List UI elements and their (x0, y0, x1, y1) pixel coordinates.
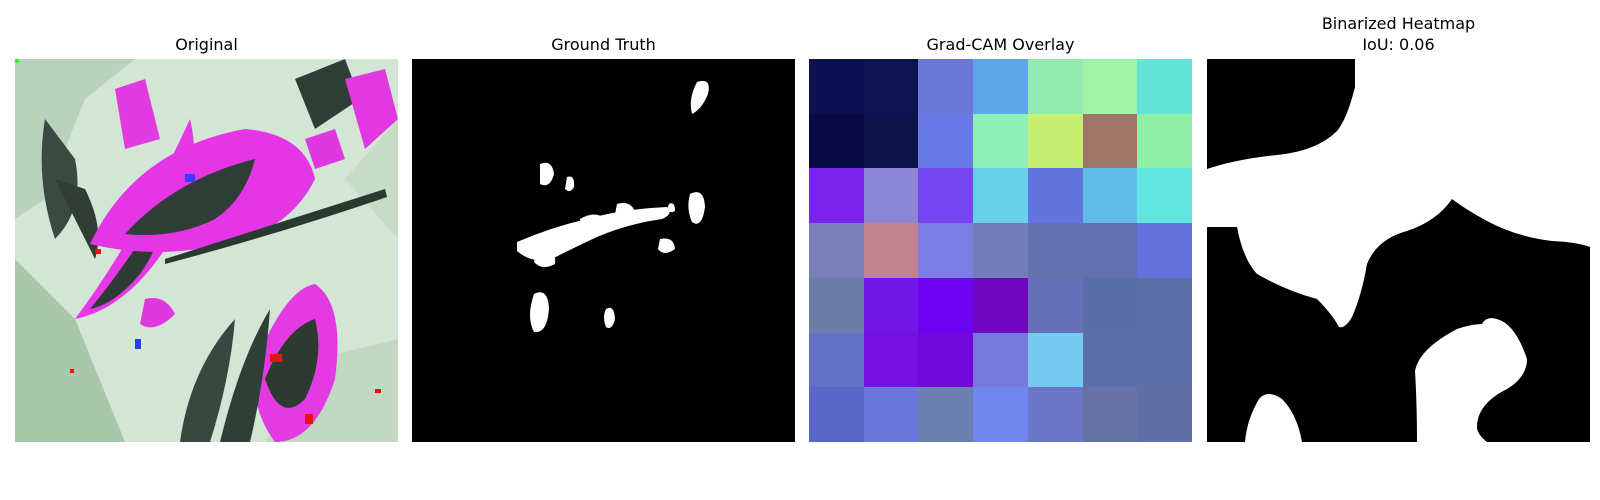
gradcam-cell (1137, 59, 1192, 114)
gradcam-cell (1082, 113, 1138, 169)
gradcam-title: Grad-CAM Overlay (926, 35, 1075, 54)
gradcam-cell (918, 277, 974, 333)
gradcam-cell (809, 332, 864, 388)
gradcam-grid (809, 59, 1192, 442)
gradcam-cell (918, 168, 974, 224)
ground-truth-panel: Ground Truth (412, 0, 795, 500)
gradcam-cell (863, 387, 919, 442)
gradcam-cell (1082, 277, 1138, 333)
gradcam-cell (1027, 59, 1083, 114)
gradcam-cell (918, 59, 974, 114)
gradcam-cell (973, 59, 1028, 114)
original-panel: Original (15, 0, 398, 500)
gradcam-cell (973, 387, 1028, 442)
gradcam-cell (1027, 387, 1083, 442)
gradcam-cell (809, 168, 864, 224)
gradcam-cell (863, 332, 919, 388)
gradcam-cell (1137, 332, 1192, 388)
gradcam-cell (1137, 113, 1192, 169)
gradcam-cell (1027, 223, 1083, 278)
gradcam-cell (973, 113, 1028, 169)
gradcam-overlay (809, 59, 1192, 442)
gradcam-cell (863, 223, 919, 278)
gradcam-cell (863, 59, 919, 114)
original-image (15, 59, 398, 442)
gradcam-cell (809, 387, 864, 442)
gradcam-cell (1027, 277, 1083, 333)
gradcam-cell (973, 332, 1028, 388)
gradcam-cell (1137, 277, 1192, 333)
gradcam-cell (973, 277, 1028, 333)
ground-truth-title: Ground Truth (551, 35, 656, 54)
iou-label: IoU: 0.06 (1362, 35, 1435, 54)
gradcam-cell (1082, 223, 1138, 278)
gradcam-cell (809, 113, 864, 169)
gradcam-cell (809, 59, 864, 114)
gradcam-cell (918, 387, 974, 442)
gradcam-cell (1027, 113, 1083, 169)
gradcam-cell (1137, 387, 1192, 442)
gradcam-cell (918, 223, 974, 278)
gradcam-cell (1137, 168, 1192, 224)
gradcam-cell (918, 332, 974, 388)
gradcam-cell (809, 223, 864, 278)
gradcam-cell (1082, 168, 1138, 224)
ground-truth-mask (412, 59, 795, 442)
binarized-mask (1207, 59, 1590, 442)
binarized-panel: Binarized Heatmap IoU: 0.06 (1207, 0, 1590, 500)
gradcam-cell (863, 277, 919, 333)
gradcam-cell (1137, 223, 1192, 278)
gradcam-cell (863, 113, 919, 169)
gradcam-cell (1027, 168, 1083, 224)
gradcam-panel: Grad-CAM Overlay (809, 0, 1192, 500)
gradcam-cell (918, 113, 974, 169)
gradcam-cell (809, 277, 864, 333)
gradcam-cell (1082, 59, 1138, 114)
gradcam-cell (973, 223, 1028, 278)
gradcam-cell (1082, 387, 1138, 442)
original-title: Original (175, 35, 238, 54)
gradcam-cell (1027, 332, 1083, 388)
gradcam-cell (973, 168, 1028, 224)
gradcam-cell (1082, 332, 1138, 388)
binarized-title: Binarized Heatmap (1321, 14, 1476, 33)
gradcam-cell (863, 168, 919, 224)
